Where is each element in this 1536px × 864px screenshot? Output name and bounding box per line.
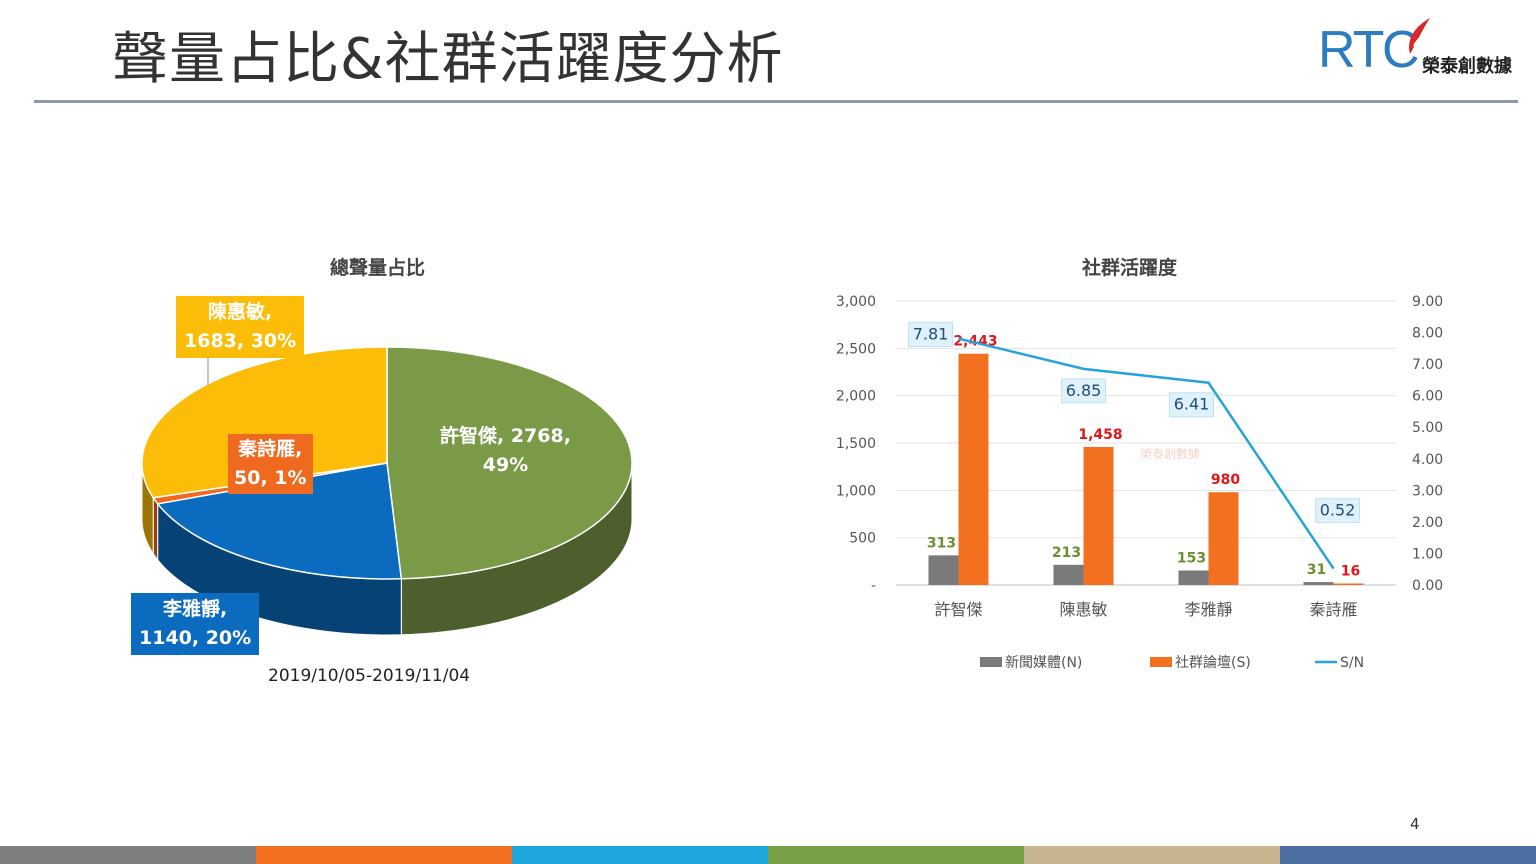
bar (1083, 446, 1114, 585)
watermark-text: 榮泰創數據 (1140, 447, 1200, 461)
title-divider (34, 100, 1518, 103)
pie-label-li: 李雅靜, 1140, 20% (131, 593, 260, 655)
y-left-tick-label: 3,000 (836, 294, 876, 310)
x-tick-label: 陳惠敏 (1059, 600, 1107, 619)
line-data-label: 6.41 (1174, 395, 1210, 414)
footer-color-bar (0, 846, 1536, 864)
bar (1053, 564, 1084, 585)
footer-segment (0, 846, 256, 864)
bar-data-label: 213 (1052, 545, 1081, 561)
pie-label-xu: 許智傑, 2768, 49% (440, 425, 571, 476)
y-right-tick-label: 8.00 (1412, 326, 1443, 342)
bar-line-chart: - 500 1,000 1,500 2,000 2,500 3,000 0.00 1.00 2.0… (836, 294, 1443, 671)
pie-label-chen: 陳惠敏, 1683, 30% (176, 296, 305, 358)
y-right-tick-label: 0.00 (1412, 578, 1443, 594)
logo-swoosh-icon (1409, 18, 1433, 54)
line-label-box (908, 322, 953, 348)
company-logo: RT C 榮泰創數據 (1318, 16, 1530, 80)
y-right-tick-label: 9.00 (1412, 294, 1443, 310)
bar-data-label: 16 (1341, 563, 1360, 579)
bar (1303, 582, 1334, 585)
logo-company-name: 榮泰創數據 (1422, 56, 1512, 77)
y-left-tick-label: 2,500 (836, 341, 876, 357)
footer-segment (1024, 846, 1280, 864)
y-left-tick-label: 500 (849, 531, 876, 547)
logo-rt-text: RT (1318, 21, 1384, 79)
bar-data-label: 31 (1307, 562, 1326, 578)
bar-data-label: 980 (1211, 472, 1240, 488)
legend-label: S/N (1340, 655, 1364, 671)
y-left-tick-label: 1,500 (836, 436, 876, 452)
bar (1333, 583, 1364, 585)
y-right-tick-label: 2.00 (1412, 515, 1443, 531)
legend-label: 新聞媒體(N) (1005, 655, 1082, 671)
bar (958, 353, 989, 585)
line-label-box (1169, 392, 1214, 418)
pie-slice (156, 462, 403, 580)
footer-segment (512, 846, 768, 864)
pie-slice (141, 346, 388, 499)
bar (1178, 570, 1209, 585)
y-right-tick-label: 1.00 (1412, 546, 1443, 562)
bar (928, 555, 959, 585)
y-right-tick-label: 7.00 (1412, 357, 1443, 373)
y-right-tick-label: 5.00 (1412, 420, 1443, 436)
y-right-tick-label: 3.00 (1412, 483, 1443, 499)
line-label-box (1315, 498, 1360, 524)
y-left-tick-label: - (871, 578, 876, 594)
sn-line (958, 337, 1335, 570)
legend-swatch (980, 657, 1002, 667)
line-data-label: 0.52 (1320, 501, 1356, 520)
y-left-tick-label: 2,000 (836, 389, 876, 405)
pie-slice-side (152, 496, 159, 562)
footer-segment (256, 846, 512, 864)
page-title: 聲量占比&社群活躍度分析 (112, 27, 784, 92)
pie-label-qin: 秦詩雁, 50, 1% (228, 434, 313, 494)
line-label-box (1061, 378, 1106, 404)
pie-slice (386, 346, 633, 580)
bar-chart-title: 社群活躍度 (1082, 257, 1178, 279)
line-data-label: 6.85 (1066, 381, 1102, 400)
legend-label: 社群論壇(S) (1175, 654, 1251, 671)
y-right-tick-label: 6.00 (1412, 389, 1443, 405)
bar-data-label: 313 (927, 535, 956, 551)
date-range: 2019/10/05-2019/11/04 (268, 666, 471, 686)
y-left-tick-label: 1,000 (836, 483, 876, 499)
x-tick-label: 許智傑 (934, 600, 982, 619)
bar-data-label: 1,458 (1078, 427, 1122, 443)
pie-chart-title: 總聲量占比 (330, 257, 426, 279)
y-right-tick-label: 4.00 (1412, 452, 1443, 468)
x-tick-label: 李雅靜 (1184, 600, 1232, 619)
bar (1208, 492, 1239, 585)
line-data-label: 7.81 (913, 325, 949, 344)
logo-c-text: C (1382, 21, 1420, 79)
footer-segment (1280, 846, 1536, 864)
legend-swatch (1150, 657, 1172, 667)
x-tick-label: 秦詩雁 (1309, 600, 1357, 619)
footer-segment (768, 846, 1024, 864)
bar-data-label: 153 (1177, 551, 1206, 567)
page-number: 4 (1410, 815, 1420, 833)
